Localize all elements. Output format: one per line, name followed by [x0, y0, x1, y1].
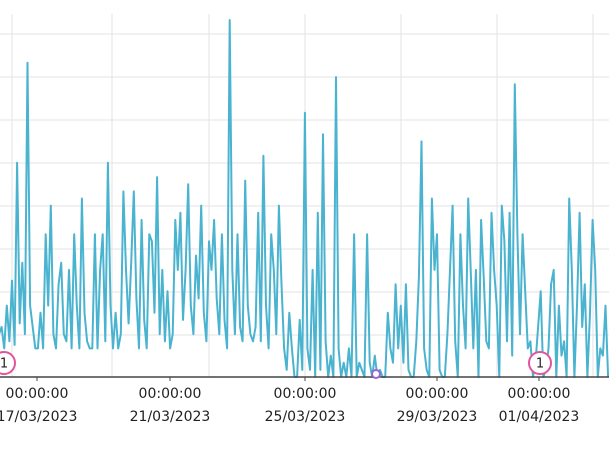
annotation-marker-ring[interactable]: [0, 351, 16, 375]
annotation-marker[interactable]: 1: [528, 351, 552, 375]
annotation-marker-ring[interactable]: [528, 351, 552, 375]
annotation-marker-label: 1: [0, 357, 8, 372]
x-tick-date-label: 17/03/2023: [0, 409, 77, 425]
x-tick-date-label: 21/03/2023: [130, 409, 211, 425]
annotation-marker[interactable]: 1: [0, 351, 16, 375]
x-tick-time-label: 00:00:00: [139, 386, 202, 402]
annotation-marker-label: 1: [536, 357, 544, 372]
x-tick-date-label: 29/03/2023: [397, 409, 478, 425]
x-tick-date-label: 25/03/2023: [265, 409, 346, 425]
event-point[interactable]: [371, 369, 381, 379]
x-tick-time-label: 00:00:00: [6, 386, 69, 402]
x-axis: 00:00:00 17/03/2023 00:00:00 21/03/2023 00:0…: [0, 376, 609, 425]
x-tick-date-label: 01/04/2023: [499, 409, 580, 425]
series-line: [0, 19, 609, 378]
x-tick-time-label: 00:00:00: [274, 386, 337, 402]
x-tick-time-label: 00:00:00: [508, 386, 571, 402]
series-layer: [0, 19, 609, 378]
x-tick-time-label: 00:00:00: [406, 386, 469, 402]
